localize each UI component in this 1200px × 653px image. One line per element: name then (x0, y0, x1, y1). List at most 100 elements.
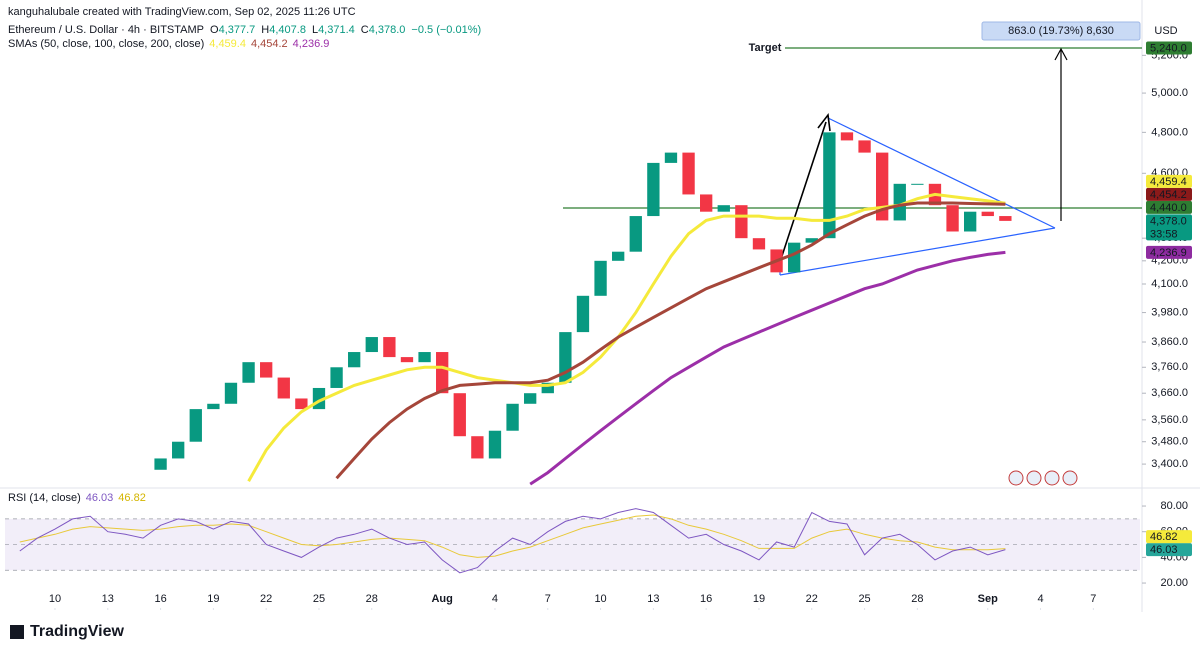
event-icon (1044, 470, 1060, 486)
candle (295, 398, 308, 410)
price-label: 4,236.9 (1150, 247, 1187, 259)
candle (348, 352, 361, 368)
ohlc-letter: H (261, 24, 269, 36)
event-icons (1008, 470, 1078, 486)
ohlc-letter: C (361, 24, 369, 36)
x-tick-label: 10 (594, 593, 606, 605)
x-tick-label: Sep (978, 593, 998, 605)
candle (823, 132, 836, 239)
candle (189, 409, 202, 442)
candle (506, 403, 519, 431)
price-label-box (1146, 41, 1192, 55)
x-tick-label: 19 (207, 593, 219, 605)
price-label-box (1146, 200, 1192, 214)
price-label-box (1146, 187, 1192, 201)
candle (488, 430, 502, 459)
x-tick-label: 13 (102, 593, 114, 605)
candle (752, 238, 766, 250)
candle (805, 238, 818, 243)
x-tick-label: 28 (366, 593, 378, 605)
x-tick-label: 19 (753, 593, 765, 605)
sma-value: 4,459.4 (209, 38, 246, 50)
change: −0.5 (−0.01%) (411, 24, 481, 36)
credit: kanguhalubale created with TradingView.c… (8, 6, 356, 18)
logo: TradingView (30, 623, 125, 640)
measure-label: 863.0 (19.73%) 8,630 (1008, 25, 1114, 37)
y-tick-label: 80.00 (1160, 500, 1188, 512)
x-tick-label: 28 (911, 593, 923, 605)
triangle-lower (779, 227, 1056, 276)
target-label: Target (749, 42, 782, 54)
y-tick-label: 3,860.0 (1151, 336, 1188, 348)
candle (172, 441, 185, 459)
candle (840, 132, 854, 141)
candle (735, 205, 748, 239)
ohlc-value: 4,407.8 (269, 24, 306, 36)
sma-line (529, 250, 1006, 486)
candle (594, 260, 607, 296)
y-tick-label: 3,400.0 (1151, 458, 1188, 470)
candle (436, 352, 449, 394)
price-label: 4,378.0 (1150, 215, 1187, 227)
x-tick-label: 13 (647, 593, 659, 605)
x-tick-label: 16 (154, 593, 166, 605)
x-tick-label: 16 (700, 593, 712, 605)
logo-icon (10, 625, 24, 639)
y-tick-label: 3,760.0 (1151, 361, 1188, 373)
x-tick-label: 22 (806, 593, 818, 605)
sma-value: 4,454.2 (251, 38, 288, 50)
y-tick-label: 3,560.0 (1151, 414, 1188, 426)
x-tick-label: 4 (1037, 593, 1043, 605)
y-tick-label: 4,100.0 (1151, 278, 1188, 290)
arrow-head (1054, 47, 1068, 61)
rsi-value: 46.03 (86, 492, 114, 504)
ohlc-letter: L (312, 24, 318, 36)
rsi-ma-line (19, 514, 1006, 558)
rsi-value: 46.82 (118, 492, 146, 504)
candle (383, 337, 396, 358)
x-tick-label: 7 (545, 593, 551, 605)
pole-arrow (779, 121, 827, 263)
sma-legend: SMAs (50, close, 100, close, 200, close)… (8, 38, 329, 50)
symbol: Ethereum / U.S. Dollar · 4h · BITSTAMP (8, 24, 204, 36)
candle (471, 436, 484, 459)
sma-line (335, 201, 1006, 480)
x-tick-label: 25 (858, 593, 870, 605)
sma-value: 4,236.9 (293, 38, 330, 50)
x-tick-label: Aug (431, 593, 452, 605)
candle (207, 403, 220, 410)
candle (524, 393, 537, 404)
y-tick-label: 3,660.0 (1151, 387, 1188, 399)
candle (981, 211, 994, 217)
candle (154, 458, 167, 470)
candle (858, 140, 871, 153)
candle (576, 295, 590, 333)
candle (647, 162, 660, 217)
rsi-title: RSI (14, close) (8, 492, 81, 504)
candle (876, 152, 889, 221)
x-tick-label: 25 (313, 593, 325, 605)
candle (224, 382, 238, 404)
candle (453, 393, 466, 437)
arrow-head (817, 112, 831, 132)
price-label: 46.03 (1150, 544, 1178, 556)
rsi-line (19, 508, 1006, 574)
y-tick-label: 4,800.0 (1151, 126, 1188, 138)
price-label: 46.82 (1150, 531, 1178, 543)
x-tick-label: 22 (260, 593, 272, 605)
y-tick-label: 20.00 (1160, 577, 1188, 589)
countdown: 33:58 (1150, 228, 1178, 240)
candle (330, 367, 343, 388)
candle (664, 152, 678, 163)
candle (365, 337, 378, 353)
candle (893, 183, 906, 221)
candle (260, 362, 273, 378)
candle (717, 205, 730, 212)
candle (400, 357, 414, 363)
candle (911, 183, 924, 185)
candle (964, 211, 977, 232)
ohlc-value: 4,378.0 (369, 24, 406, 36)
x-tick-label: 4 (492, 593, 498, 605)
ohlc-letter: O (210, 24, 219, 36)
